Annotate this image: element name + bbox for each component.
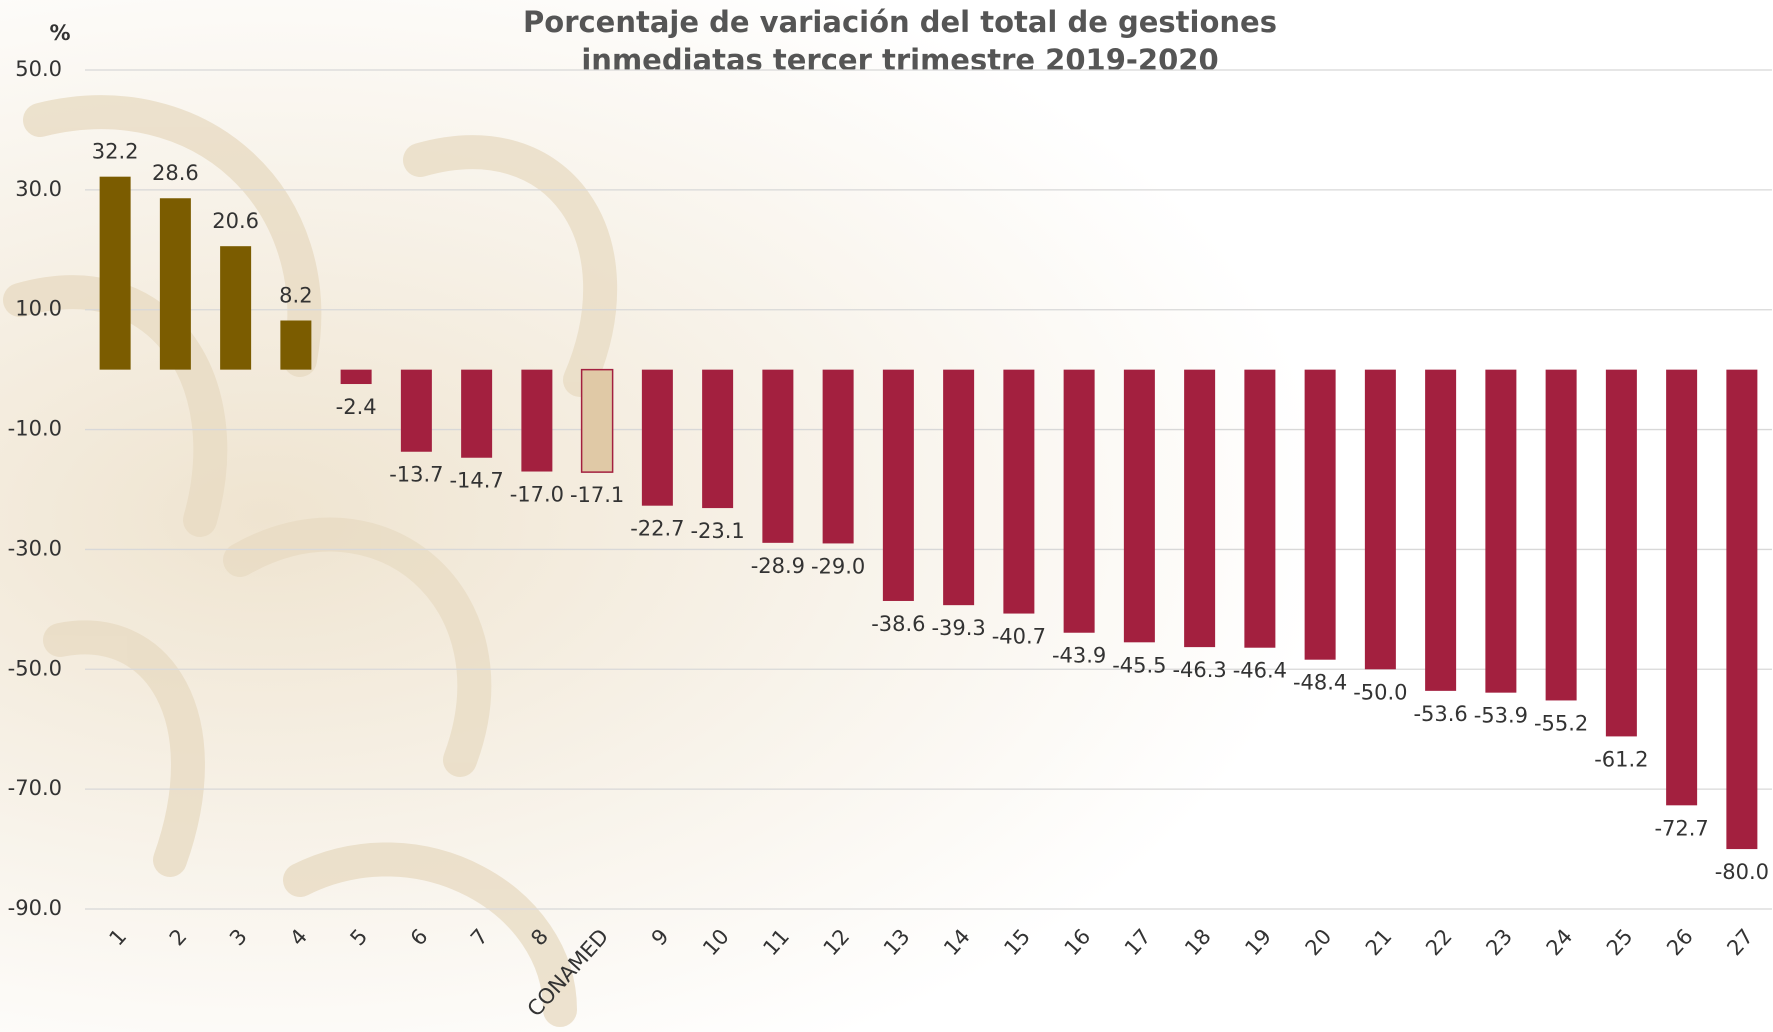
data-label: -17.0 — [510, 483, 564, 507]
data-label: -55.2 — [1534, 711, 1588, 735]
data-label: -29.0 — [811, 554, 865, 578]
bar — [580, 368, 614, 473]
data-label: 8.2 — [279, 284, 312, 308]
data-label: -53.6 — [1413, 702, 1467, 726]
data-label: 32.2 — [92, 140, 139, 164]
bar — [702, 369, 734, 509]
bar — [220, 246, 252, 370]
data-label: -14.7 — [449, 469, 503, 493]
bar — [99, 176, 131, 370]
bar — [1123, 369, 1155, 643]
data-label: -2.4 — [336, 395, 377, 419]
data-label: -48.4 — [1293, 671, 1347, 695]
bar — [1666, 369, 1698, 806]
data-label: -22.7 — [630, 517, 684, 541]
bar — [1003, 369, 1035, 614]
data-label: -46.4 — [1233, 659, 1287, 683]
data-label: -50.0 — [1353, 680, 1407, 704]
data-label: -72.7 — [1654, 816, 1708, 840]
y-tick-label: -90.0 — [8, 896, 62, 920]
bar — [1425, 369, 1457, 691]
y-tick-label: 30.0 — [15, 177, 62, 201]
data-label: 20.6 — [212, 209, 259, 233]
bar — [400, 369, 432, 452]
y-tick-label: -30.0 — [8, 536, 62, 560]
data-label: -38.6 — [871, 612, 925, 636]
data-label: -23.1 — [690, 519, 744, 543]
y-tick-label: -50.0 — [8, 656, 62, 680]
data-label: -13.7 — [389, 463, 443, 487]
bar — [280, 320, 312, 370]
bar — [1304, 369, 1336, 660]
data-label: -80.0 — [1715, 860, 1769, 884]
data-label: -61.2 — [1594, 747, 1648, 771]
bar — [461, 369, 493, 458]
data-label: -40.7 — [992, 625, 1046, 649]
bar — [521, 369, 553, 472]
data-label: -53.9 — [1474, 704, 1528, 728]
bar — [1244, 369, 1276, 648]
data-label: -17.1 — [570, 483, 624, 507]
bar — [1485, 369, 1517, 693]
bar — [1184, 369, 1216, 648]
bar — [641, 369, 673, 506]
bar — [1726, 369, 1758, 850]
bar — [340, 369, 372, 385]
y-tick-label: 10.0 — [15, 297, 62, 321]
bar — [882, 369, 914, 601]
bar — [822, 369, 854, 544]
y-axis-label: % — [49, 21, 70, 45]
chart-title: inmediatas tercer trimestre 2019-2020 — [581, 43, 1218, 77]
bar — [1364, 369, 1396, 670]
bar — [762, 369, 794, 543]
data-label: -28.9 — [751, 554, 805, 578]
bar — [943, 369, 975, 606]
bar — [1545, 369, 1577, 701]
y-tick-label: 50.0 — [15, 57, 62, 81]
data-label: 28.6 — [152, 161, 199, 185]
y-tick-label: -70.0 — [8, 776, 62, 800]
bar — [1605, 369, 1637, 737]
data-label: -43.9 — [1052, 644, 1106, 668]
data-label: -45.5 — [1112, 653, 1166, 677]
data-label: -46.3 — [1172, 658, 1226, 682]
data-label: -39.3 — [931, 616, 985, 640]
chart-title: Porcentaje de variación del total de ges… — [523, 5, 1277, 39]
y-tick-label: -10.0 — [8, 417, 62, 441]
bar — [1063, 369, 1095, 633]
bar — [159, 198, 191, 370]
